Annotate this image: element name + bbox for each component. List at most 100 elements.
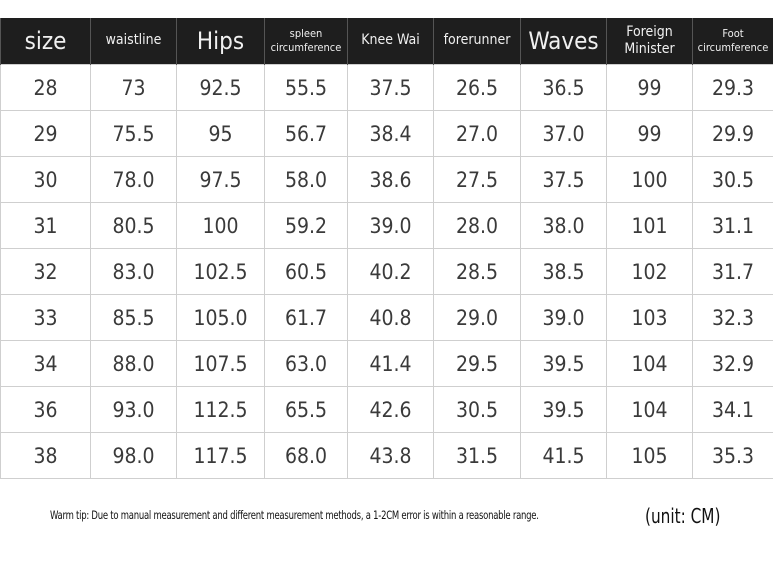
column-header: Waves bbox=[520, 18, 607, 65]
table-cell: 42.6 bbox=[347, 386, 434, 433]
table-cell: 98.0 bbox=[90, 432, 177, 479]
table-cell: 58.0 bbox=[264, 156, 348, 203]
table-cell: 29.9 bbox=[692, 110, 773, 157]
table-cell: 92.5 bbox=[176, 64, 265, 111]
table-cell: 38 bbox=[0, 432, 91, 479]
table-cell: 99 bbox=[606, 64, 693, 111]
table-cell: 41.4 bbox=[347, 340, 434, 387]
table-cell: 39.0 bbox=[520, 294, 607, 341]
table-cell: 117.5 bbox=[176, 432, 265, 479]
table-cell: 85.5 bbox=[90, 294, 177, 341]
table-cell: 104 bbox=[606, 340, 693, 387]
unit-label: (unit: CM) bbox=[645, 504, 721, 528]
table-cell: 26.5 bbox=[433, 64, 521, 111]
table-cell: 39.5 bbox=[520, 340, 607, 387]
table-cell: 35.3 bbox=[692, 432, 773, 479]
table-cell: 36.5 bbox=[520, 64, 607, 111]
table-cell: 63.0 bbox=[264, 340, 348, 387]
column-header: forerunner bbox=[433, 18, 521, 65]
column-header: Knee Wai bbox=[347, 18, 434, 65]
table-cell: 34.1 bbox=[692, 386, 773, 433]
table-cell: 38.0 bbox=[520, 202, 607, 249]
table-cell: 40.8 bbox=[347, 294, 434, 341]
table-cell: 97.5 bbox=[176, 156, 265, 203]
table-cell: 39.0 bbox=[347, 202, 434, 249]
table-cell: 102.5 bbox=[176, 248, 265, 295]
table-cell: 100 bbox=[606, 156, 693, 203]
table-cell: 102 bbox=[606, 248, 693, 295]
table-row: 28 73 92.5 55.5 37.5 26.5 36.5 99 29.3 bbox=[0, 64, 773, 111]
table-cell: 93.0 bbox=[90, 386, 177, 433]
table-cell: 36 bbox=[0, 386, 91, 433]
table-cell: 29.5 bbox=[433, 340, 521, 387]
table-cell: 112.5 bbox=[176, 386, 265, 433]
table-cell: 103 bbox=[606, 294, 693, 341]
table-cell: 31.5 bbox=[433, 432, 521, 479]
column-header: spleen circumference bbox=[264, 18, 348, 65]
table-cell: 28.0 bbox=[433, 202, 521, 249]
table-cell: 100 bbox=[176, 202, 265, 249]
table-cell: 37.5 bbox=[520, 156, 607, 203]
table-cell: 75.5 bbox=[90, 110, 177, 157]
table-cell: 88.0 bbox=[90, 340, 177, 387]
table-cell: 28 bbox=[0, 64, 91, 111]
table-cell: 60.5 bbox=[264, 248, 348, 295]
table-cell: 56.7 bbox=[264, 110, 348, 157]
table-cell: 38.5 bbox=[520, 248, 607, 295]
table-cell: 73 bbox=[90, 64, 177, 111]
table-row: 38 98.0 117.5 68.0 43.8 31.5 41.5 105 35.3 bbox=[0, 432, 773, 479]
table-cell: 101 bbox=[606, 202, 693, 249]
table-cell: 80.5 bbox=[90, 202, 177, 249]
table-cell: 99 bbox=[606, 110, 693, 157]
table-cell: 105 bbox=[606, 432, 693, 479]
table-cell: 83.0 bbox=[90, 248, 177, 295]
table-row: 36 93.0 112.5 65.5 42.6 30.5 39.5 104 34.1 bbox=[0, 386, 773, 433]
table-row: 32 83.0 102.5 60.5 40.2 28.5 38.5 102 31.7 bbox=[0, 248, 773, 295]
table-cell: 78.0 bbox=[90, 156, 177, 203]
table-cell: 39.5 bbox=[520, 386, 607, 433]
table-cell: 29.3 bbox=[692, 64, 773, 111]
table-cell: 30 bbox=[0, 156, 91, 203]
table-cell: 105.0 bbox=[176, 294, 265, 341]
table-cell: 31.7 bbox=[692, 248, 773, 295]
table-cell: 40.2 bbox=[347, 248, 434, 295]
table-cell: 33 bbox=[0, 294, 91, 341]
column-header: waistline bbox=[90, 18, 177, 65]
table-cell: 37.0 bbox=[520, 110, 607, 157]
table-cell: 30.5 bbox=[433, 386, 521, 433]
table-row: 31 80.5 100 59.2 39.0 28.0 38.0 101 31.1 bbox=[0, 202, 773, 249]
table-row: 34 88.0 107.5 63.0 41.4 29.5 39.5 104 32.9 bbox=[0, 340, 773, 387]
column-header: Foot circumference bbox=[692, 18, 773, 65]
table-cell: 68.0 bbox=[264, 432, 348, 479]
table-cell: 38.4 bbox=[347, 110, 434, 157]
table-cell: 31.1 bbox=[692, 202, 773, 249]
table-cell: 43.8 bbox=[347, 432, 434, 479]
table-cell: 61.7 bbox=[264, 294, 348, 341]
table-row: 33 85.5 105.0 61.7 40.8 29.0 39.0 103 32.3 bbox=[0, 294, 773, 341]
table-body: 28 73 92.5 55.5 37.5 26.5 36.5 99 29.3 29 75.5 95 56… bbox=[0, 64, 773, 479]
table-cell: 29.0 bbox=[433, 294, 521, 341]
table-cell: 29 bbox=[0, 110, 91, 157]
table-cell: 32.9 bbox=[692, 340, 773, 387]
table-cell: 34 bbox=[0, 340, 91, 387]
table-cell: 28.5 bbox=[433, 248, 521, 295]
table-cell: 27.0 bbox=[433, 110, 521, 157]
table-cell: 107.5 bbox=[176, 340, 265, 387]
table-cell: 32 bbox=[0, 248, 91, 295]
table-row: 29 75.5 95 56.7 38.4 27.0 37.0 99 29.9 bbox=[0, 110, 773, 157]
table-cell: 27.5 bbox=[433, 156, 521, 203]
table-cell: 37.5 bbox=[347, 64, 434, 111]
column-header: Hips bbox=[176, 18, 265, 65]
header-row: size waistline Hips spleen circumference Kne… bbox=[0, 18, 773, 65]
table-row: 30 78.0 97.5 58.0 38.6 27.5 37.5 100 30.5 bbox=[0, 156, 773, 203]
table-cell: 65.5 bbox=[264, 386, 348, 433]
size-chart-table: size waistline Hips spleen circumference Kne… bbox=[0, 18, 773, 479]
table-cell: 30.5 bbox=[692, 156, 773, 203]
table-cell: 59.2 bbox=[264, 202, 348, 249]
column-header: size bbox=[0, 18, 91, 65]
column-header: Foreign Minister bbox=[606, 18, 693, 65]
table-cell: 55.5 bbox=[264, 64, 348, 111]
table-cell: 95 bbox=[176, 110, 265, 157]
warm-tip-text: Warm tip: Due to manual measurement and … bbox=[50, 508, 539, 522]
table-cell: 31 bbox=[0, 202, 91, 249]
